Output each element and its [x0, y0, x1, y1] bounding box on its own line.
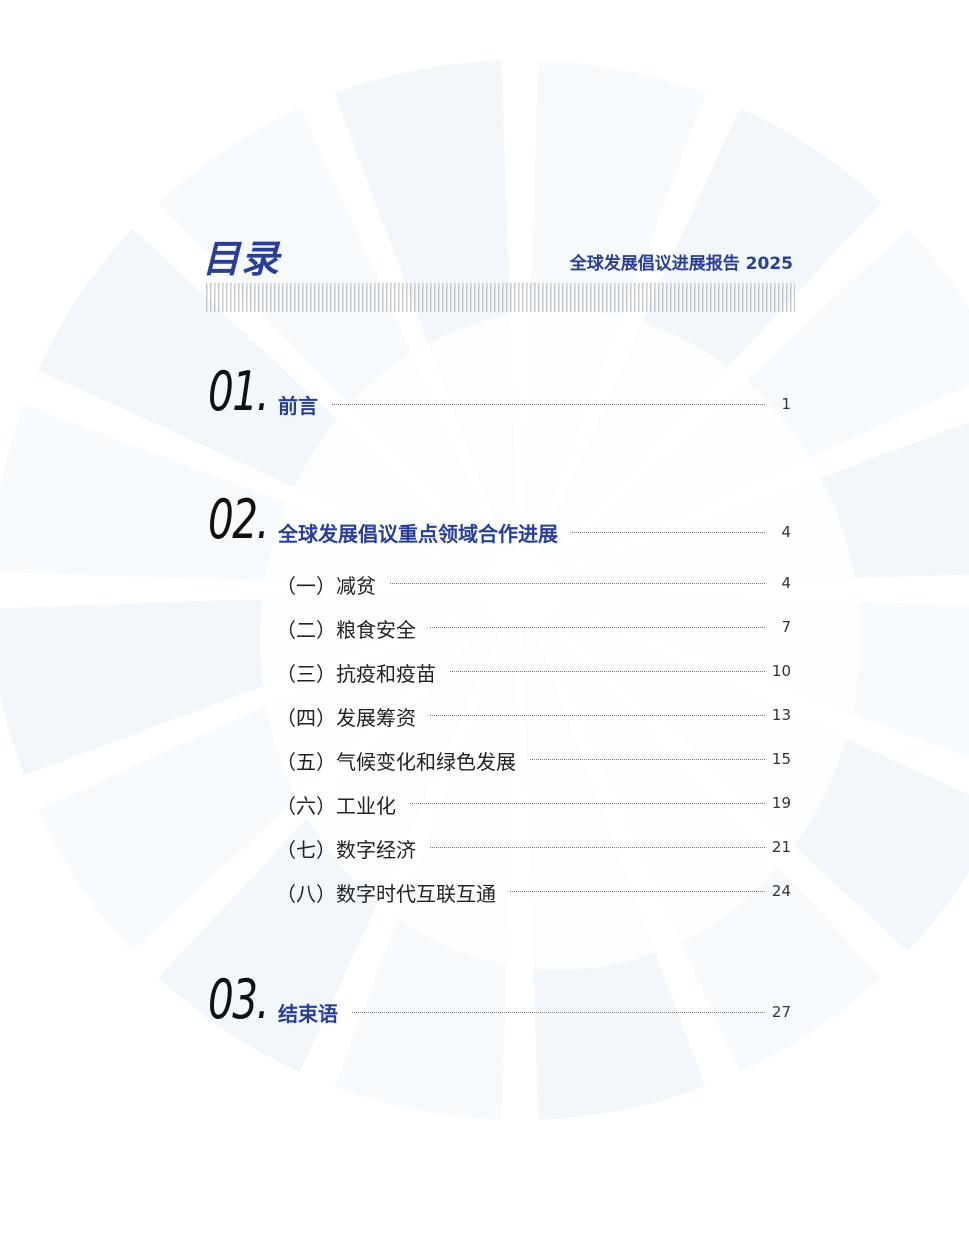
toc-item-label[interactable]: （八）数字时代互联互通 [276, 882, 496, 906]
dotted-leader [430, 847, 765, 848]
report-title: 全球发展倡议进展报告 2025 [569, 254, 793, 274]
toc-item[interactable]: （一）减贫 4 [0, 563, 969, 603]
toc-section-3[interactable]: 03. 结束语 27 [0, 973, 969, 1031]
page-title: 目录 [202, 237, 281, 281]
page-number: 27 [771, 1003, 791, 1021]
toc-item-label[interactable]: （二）粮食安全 [276, 618, 416, 642]
page-number: 19 [771, 794, 791, 812]
toc-item-label[interactable]: （四）发展筹资 [276, 706, 416, 730]
toc-item[interactable]: （六）工业化 19 [0, 783, 969, 823]
dotted-leader [430, 627, 765, 628]
background-center-fade [260, 310, 860, 970]
dotted-leader [572, 532, 765, 533]
dotted-leader [530, 759, 765, 760]
section-title[interactable]: 前言 [278, 394, 318, 418]
section-number: 03. [208, 968, 269, 1031]
toc-section-2[interactable]: 02. 全球发展倡议重点领域合作进展 4 [0, 493, 969, 551]
dotted-leader [332, 404, 765, 405]
toc-item[interactable]: （二）粮食安全 7 [0, 607, 969, 647]
toc-item-label[interactable]: （一）减贫 [276, 574, 376, 598]
page-number: 24 [771, 882, 791, 900]
dotted-leader [390, 583, 765, 584]
page-number: 15 [771, 750, 791, 768]
dotted-leader [410, 803, 765, 804]
dotted-leader [510, 891, 765, 892]
toc-item[interactable]: （四）发展筹资 13 [0, 695, 969, 735]
toc-item[interactable]: （七）数字经济 21 [0, 827, 969, 867]
dotted-leader [352, 1012, 765, 1013]
toc-item[interactable]: （三）抗疫和疫苗 10 [0, 651, 969, 691]
page-number: 4 [781, 523, 791, 541]
dotted-leader [450, 671, 765, 672]
dotted-leader [430, 715, 765, 716]
section-title[interactable]: 结束语 [278, 1002, 338, 1026]
page-number: 7 [781, 618, 791, 636]
toc-item-label[interactable]: （七）数字经济 [276, 838, 416, 862]
toc-item-label[interactable]: （三）抗疫和疫苗 [276, 662, 436, 686]
page-number: 13 [771, 706, 791, 724]
page-number: 4 [781, 574, 791, 592]
section-number: 01. [208, 360, 269, 423]
section-number: 02. [208, 488, 269, 551]
decorative-barcode-divider [206, 283, 795, 312]
page-number: 10 [771, 662, 791, 680]
toc-item[interactable]: （五）气候变化和绿色发展 15 [0, 739, 969, 779]
toc-item[interactable]: （八）数字时代互联互通 24 [0, 871, 969, 911]
section-title[interactable]: 全球发展倡议重点领域合作进展 [278, 522, 558, 546]
page-number: 1 [781, 395, 791, 413]
page-number: 21 [771, 838, 791, 856]
toc-item-label[interactable]: （六）工业化 [276, 794, 396, 818]
toc-item-label[interactable]: （五）气候变化和绿色发展 [276, 750, 516, 774]
toc-section-1[interactable]: 01. 前言 1 [0, 365, 969, 423]
